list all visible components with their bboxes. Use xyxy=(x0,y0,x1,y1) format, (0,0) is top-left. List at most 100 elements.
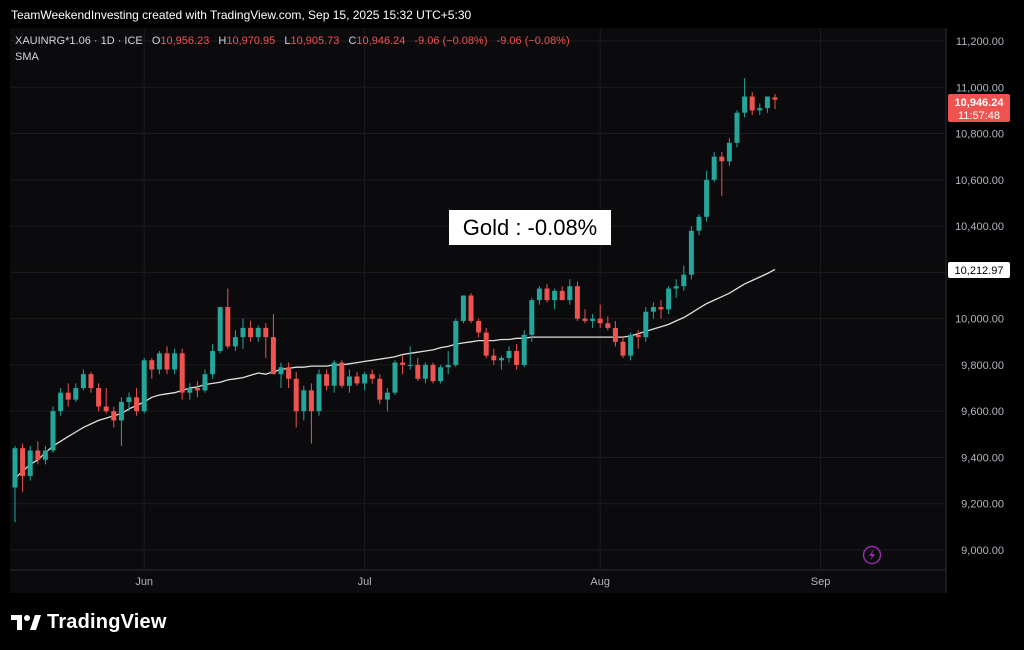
tradingview-logo[interactable]: TradingView xyxy=(11,611,167,634)
price-tag-price: 10,946.24 xyxy=(955,97,1005,109)
candle-body xyxy=(88,374,94,389)
candle xyxy=(179,348,185,400)
candle-body xyxy=(650,307,656,312)
chart-pane xyxy=(10,28,946,593)
candle-body xyxy=(757,108,763,111)
candle xyxy=(331,360,337,393)
candle xyxy=(134,388,140,416)
candle xyxy=(346,369,352,393)
candle-body xyxy=(240,327,246,338)
candle-body xyxy=(552,290,558,301)
candle-body xyxy=(225,307,231,347)
candle xyxy=(324,369,330,391)
candle xyxy=(704,170,710,222)
candle-body xyxy=(438,367,444,382)
candle xyxy=(88,371,94,393)
candle-body xyxy=(772,97,778,100)
candle-body xyxy=(126,397,132,402)
legend-change: -9.06 (−0.08%) xyxy=(414,35,487,47)
candle xyxy=(339,360,345,389)
candle-body xyxy=(681,274,687,287)
time-axis[interactable]: Jun Jul Aug Sep xyxy=(135,576,830,588)
candle xyxy=(628,332,634,361)
price-tag-box xyxy=(948,94,1010,122)
candle xyxy=(688,226,694,280)
candle-body xyxy=(612,327,618,342)
candle xyxy=(369,369,375,384)
y-tick-label: 9,600.00 xyxy=(961,406,1004,418)
candle-body xyxy=(187,388,193,393)
y-tick-label: 10,800.00 xyxy=(955,129,1004,141)
candle-body xyxy=(491,355,497,361)
legend-indicator[interactable]: SMA xyxy=(15,51,40,63)
candle-body xyxy=(460,295,466,321)
candle xyxy=(27,445,33,481)
candle-body xyxy=(118,401,124,421)
candle-body xyxy=(339,362,345,386)
legend-low-label: L xyxy=(284,35,290,47)
y-tick-label: 9,800.00 xyxy=(961,360,1004,372)
candle-body xyxy=(468,295,474,321)
candle xyxy=(225,288,231,349)
candle xyxy=(316,369,322,416)
candle-body xyxy=(688,230,694,275)
candle-body xyxy=(232,337,238,347)
legend-high: 10,970.95 xyxy=(226,35,275,47)
candle xyxy=(544,283,550,303)
candle xyxy=(210,344,216,379)
candle-body xyxy=(559,290,565,301)
candle-body xyxy=(354,376,360,384)
legend-low: 10,905.73 xyxy=(290,35,339,47)
candle-body xyxy=(248,327,254,338)
legend-close-label: C xyxy=(348,35,356,47)
candle-body xyxy=(567,286,573,301)
candle-body xyxy=(574,286,580,319)
candle xyxy=(567,279,573,305)
lightning-icon[interactable] xyxy=(862,545,882,565)
candle-body xyxy=(704,179,710,217)
tradingview-logo-icon xyxy=(11,614,41,630)
candle xyxy=(438,364,444,384)
candle-body xyxy=(331,362,337,386)
candle xyxy=(50,406,56,453)
candle xyxy=(286,362,292,389)
legend-close: 10,946.24 xyxy=(356,35,405,47)
candle xyxy=(65,383,71,407)
candle xyxy=(35,441,41,465)
candle xyxy=(460,295,466,324)
candle-body xyxy=(422,364,428,379)
candle xyxy=(202,369,208,393)
candle-body xyxy=(658,307,664,310)
x-tick-label: Aug xyxy=(590,576,610,588)
candle xyxy=(597,304,603,328)
candle xyxy=(194,381,200,398)
candle xyxy=(270,314,276,375)
candle-body xyxy=(430,364,436,382)
y-tick-label: 11,200.00 xyxy=(956,36,1004,48)
candle xyxy=(643,307,649,342)
candle-body xyxy=(217,307,223,352)
candle xyxy=(240,318,246,349)
candle xyxy=(498,355,504,370)
candle xyxy=(187,383,193,400)
candle xyxy=(80,369,86,391)
candle xyxy=(666,286,672,315)
candle-body xyxy=(764,96,770,109)
legend-high-label: H xyxy=(218,35,226,47)
sma-tag-value: 10,212.97 xyxy=(955,265,1004,277)
candle xyxy=(612,320,618,347)
candle-body xyxy=(286,367,292,379)
candle-body xyxy=(521,334,527,365)
price-axis[interactable]: 9,000.00 9,200.00 9,400.00 9,600.00 9,800.00… xyxy=(955,36,1004,557)
candle xyxy=(574,281,580,321)
candle xyxy=(491,348,497,365)
candle-body xyxy=(529,300,535,335)
candle xyxy=(726,138,732,166)
candle xyxy=(278,362,284,389)
legend-open-label: O xyxy=(152,35,161,47)
candle-body xyxy=(445,364,451,368)
candle xyxy=(673,279,679,298)
top-bar: TeamWeekendInvesting created with Tradin… xyxy=(0,0,1024,28)
candle xyxy=(764,96,770,113)
